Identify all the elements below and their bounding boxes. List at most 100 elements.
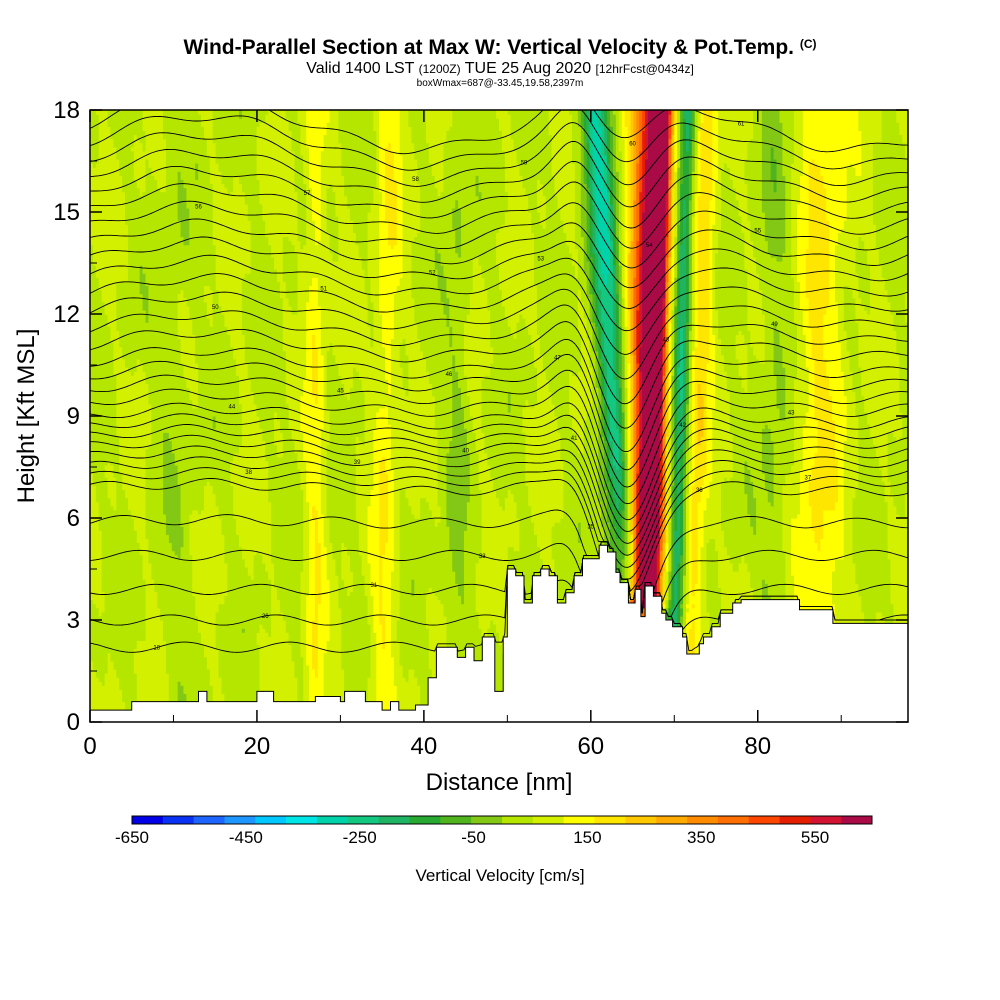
copyright-mark: (C) [799, 37, 817, 51]
field-cell [834, 558, 839, 629]
contour-label: 52 [429, 270, 436, 276]
field-cell [832, 509, 836, 572]
field-cell [510, 493, 515, 548]
contour-label: 57 [304, 191, 311, 197]
field-cell [201, 110, 205, 127]
field-cell [317, 305, 322, 544]
field-cell [107, 652, 112, 722]
field-cell [750, 526, 754, 588]
field-cell [884, 110, 889, 291]
field-cell [399, 277, 404, 344]
field-cell [826, 509, 830, 629]
field-cell [507, 391, 512, 413]
field-cell [525, 110, 529, 197]
field-cell [344, 110, 348, 197]
field-cell [90, 599, 94, 662]
field-cell [747, 142, 751, 221]
field-cell [198, 632, 202, 722]
field-cell [250, 391, 255, 580]
field-cell [446, 297, 450, 327]
field-cell [326, 407, 331, 446]
field-cell [233, 358, 237, 454]
field-cell [215, 648, 220, 722]
field-cell [367, 277, 372, 327]
field-cell [399, 110, 404, 156]
field-cell [849, 163, 854, 291]
field-cell [718, 110, 722, 233]
field-cell [805, 110, 810, 250]
field-cell [846, 285, 851, 352]
field-cell [662, 322, 667, 348]
theta-contour [90, 110, 908, 155]
field-cell [685, 110, 690, 152]
field-cell [799, 309, 804, 470]
field-cell [195, 179, 199, 364]
field-cell [531, 232, 535, 348]
field-cell [864, 309, 868, 413]
field-cell [241, 191, 246, 278]
field-cell [393, 244, 398, 295]
field-cell [393, 179, 398, 246]
field-cell [671, 309, 675, 376]
field-cell [504, 191, 509, 213]
field-cell [428, 587, 433, 670]
field-cell [621, 509, 626, 560]
y-tick-label: 12 [53, 301, 80, 328]
field-cell [437, 252, 442, 291]
field-cell [195, 163, 199, 180]
field-cell [624, 554, 629, 601]
colorbar-tick-label: -650 [115, 828, 149, 847]
field-cell [580, 126, 585, 238]
field-cell [685, 448, 690, 495]
field-cell [744, 342, 748, 393]
field-cell [586, 142, 591, 189]
field-cell [589, 256, 594, 295]
field-cell [627, 110, 632, 254]
field-cell [516, 322, 521, 519]
field-cell [110, 660, 114, 722]
field-cell [610, 440, 614, 478]
field-cell [715, 252, 719, 311]
field-cell [709, 481, 713, 539]
field-cell [203, 138, 208, 287]
field-cell [317, 542, 322, 605]
field-cell [551, 526, 556, 560]
field-cell [262, 440, 266, 564]
field-cell [171, 110, 176, 454]
field-cell [458, 110, 462, 209]
field-cell [551, 175, 556, 405]
field-cell [341, 110, 345, 176]
theta-contour [90, 478, 908, 601]
field-cell [347, 595, 351, 722]
field-cell [630, 354, 634, 535]
field-cell [113, 146, 117, 376]
field-cell [677, 562, 681, 646]
valid-zulu: (1200Z) [418, 62, 461, 76]
field-cell [133, 110, 138, 136]
field-cell [823, 187, 827, 315]
field-cell [350, 220, 354, 389]
field-cell [612, 175, 617, 217]
field-cell [186, 244, 190, 307]
field-cell [501, 224, 506, 307]
field-cell [122, 489, 126, 703]
field-cell [113, 509, 117, 670]
field-cell [902, 518, 906, 662]
field-cell [396, 285, 401, 621]
field-cell [618, 265, 623, 327]
field-cell [849, 110, 854, 164]
field-cell [583, 420, 588, 633]
field-cell [750, 481, 754, 527]
field-cell [750, 138, 754, 242]
field-cell [691, 485, 696, 597]
field-cell [414, 322, 418, 519]
field-cell [101, 110, 106, 303]
field-cell [449, 126, 453, 327]
field-cell [738, 110, 743, 217]
field-cell [677, 110, 681, 168]
field-cell [198, 513, 202, 633]
field-cell [545, 379, 550, 588]
field-cell [671, 607, 675, 629]
field-cell [154, 179, 158, 593]
field-cell [761, 362, 766, 429]
